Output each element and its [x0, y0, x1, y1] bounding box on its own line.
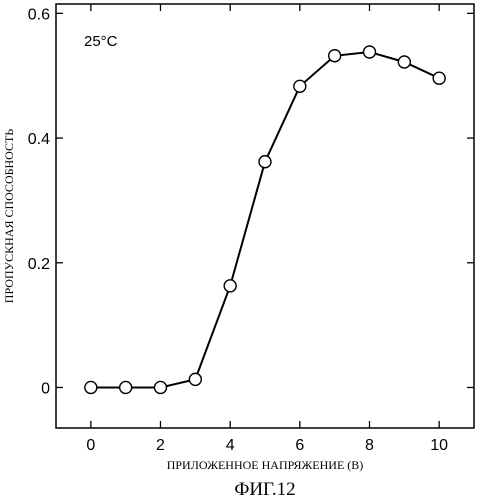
data-point: [294, 80, 306, 92]
data-point: [120, 381, 132, 393]
x-tick-label: 2: [156, 437, 165, 454]
plot-frame: [56, 4, 474, 428]
temperature-annotation: 25°C: [84, 33, 118, 50]
data-point: [224, 280, 236, 292]
y-tick-label: 0.6: [28, 6, 50, 23]
x-tick-label: 8: [365, 437, 374, 454]
data-points: [85, 46, 445, 393]
data-point: [364, 46, 376, 58]
data-point: [329, 50, 341, 62]
x-tick-label: 0: [86, 437, 95, 454]
data-point: [85, 381, 97, 393]
data-point: [155, 381, 167, 393]
y-tick-label: 0: [41, 380, 50, 397]
data-point: [189, 373, 201, 385]
figure-caption: ФИГ.12: [234, 479, 295, 500]
x-tick-label: 4: [226, 437, 235, 454]
x-tick-label: 10: [430, 437, 448, 454]
y-tick-label: 0.2: [28, 256, 50, 273]
series-line: [91, 52, 439, 388]
x-tick-label: 6: [295, 437, 304, 454]
data-point: [433, 72, 445, 84]
data-point: [398, 56, 410, 68]
data-point: [259, 156, 271, 168]
y-axis-title: ПРОПУСКНАЯ СПОСОБНОСТЬ: [2, 129, 16, 304]
y-tick-label: 0.4: [28, 131, 50, 148]
x-axis-title: ПРИЛОЖЕННОЕ НАПРЯЖЕНИЕ (В): [167, 458, 364, 472]
